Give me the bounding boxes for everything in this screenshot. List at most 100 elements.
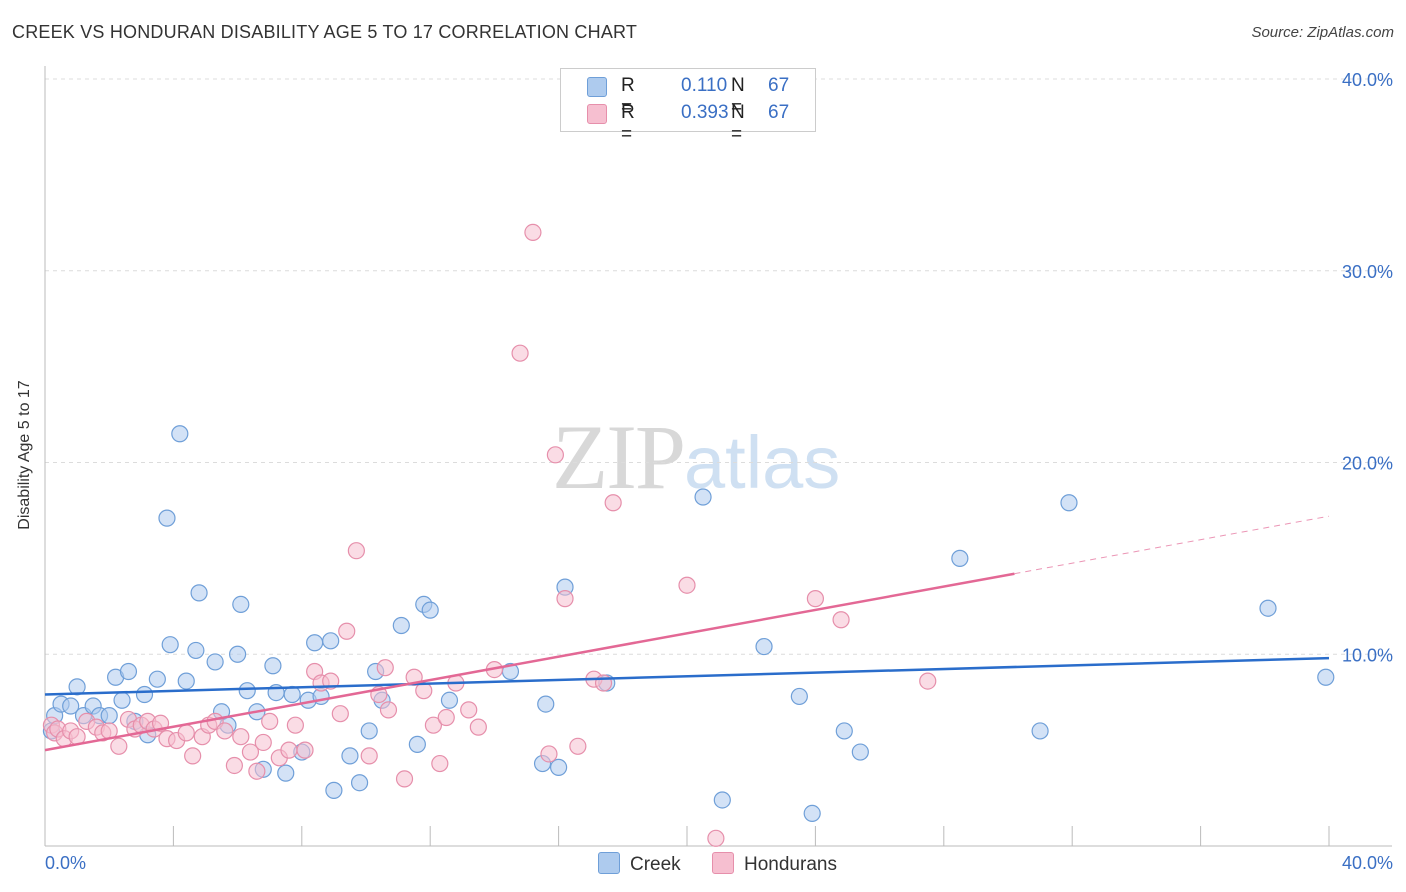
data-point xyxy=(177,724,195,742)
data-point xyxy=(238,682,256,700)
data-point xyxy=(277,764,295,782)
data-point xyxy=(511,344,529,362)
data-point xyxy=(110,737,128,755)
y-tick-label: 30.0% xyxy=(1342,262,1393,282)
data-point xyxy=(232,595,250,613)
data-point xyxy=(254,733,272,752)
data-point xyxy=(469,718,487,736)
data-point xyxy=(232,728,250,746)
data-point xyxy=(424,716,443,734)
data-point xyxy=(119,662,138,681)
data-point xyxy=(851,743,869,761)
x-tick-label: 40.0% xyxy=(1342,853,1393,873)
data-point xyxy=(135,685,154,704)
hondurans-swatch xyxy=(712,852,734,874)
data-point xyxy=(296,741,314,759)
data-point xyxy=(546,446,564,464)
data-point xyxy=(283,685,301,704)
data-point xyxy=(755,637,773,656)
creek-swatch xyxy=(587,77,607,97)
data-point xyxy=(1060,494,1078,512)
data-point xyxy=(549,758,568,776)
y-tick-label: 40.0% xyxy=(1342,70,1393,90)
data-point xyxy=(158,509,176,527)
data-point xyxy=(713,791,731,809)
creek-points xyxy=(42,425,1335,823)
stats-legend: R = 0.110 N = 67 R = 0.393 N = 67 xyxy=(560,68,816,145)
legend-hondurans: Hondurans xyxy=(712,852,837,876)
y-tick-label: 10.0% xyxy=(1342,645,1393,665)
data-point xyxy=(229,645,247,663)
data-point xyxy=(62,697,80,715)
data-point xyxy=(161,636,179,654)
data-point xyxy=(187,641,205,660)
tick-labels: 10.0% 20.0% 30.0% 40.0% 0.0% 40.0% xyxy=(45,70,1393,873)
data-point xyxy=(341,747,359,765)
data-point xyxy=(1031,722,1049,740)
y-axis-label: Disability Age 5 to 17 xyxy=(16,380,33,530)
data-point xyxy=(148,670,166,688)
data-point xyxy=(241,743,260,761)
data-point xyxy=(360,747,378,765)
data-point xyxy=(707,829,725,847)
legend-creek: Creek xyxy=(598,852,681,876)
creek-swatch xyxy=(598,852,620,874)
data-point xyxy=(421,601,439,619)
data-point xyxy=(1317,668,1335,686)
data-point xyxy=(325,781,343,799)
data-point xyxy=(678,576,696,594)
data-point xyxy=(806,590,825,608)
data-point xyxy=(264,657,282,675)
data-point xyxy=(113,691,131,709)
source-label: Source: ZipAtlas.com xyxy=(1251,24,1394,41)
axes xyxy=(44,66,1392,847)
watermark-zip: ZIP xyxy=(552,406,686,508)
x-tick-label: 0.0% xyxy=(45,853,86,873)
data-point xyxy=(919,672,937,690)
data-point xyxy=(322,632,340,650)
hondurans-swatch xyxy=(587,104,607,124)
legend-creek-label: Creek xyxy=(630,854,681,875)
data-point xyxy=(835,722,853,740)
r-label: R = xyxy=(621,75,635,118)
data-point xyxy=(395,770,414,788)
honduran-points xyxy=(42,223,937,847)
data-point xyxy=(331,705,349,723)
n-label: N = xyxy=(731,102,745,145)
data-point xyxy=(832,611,850,629)
data-point xyxy=(379,701,398,719)
chart-title: CREEK VS HONDURAN DISABILITY AGE 5 TO 17… xyxy=(12,22,638,42)
legend-hondurans-label: Hondurans xyxy=(744,854,837,875)
data-point xyxy=(569,737,587,755)
data-point xyxy=(248,762,266,780)
data-point xyxy=(206,653,224,671)
r-value: 0.393 xyxy=(681,102,729,123)
data-point xyxy=(171,425,189,443)
data-point xyxy=(286,716,304,734)
trend-lines xyxy=(44,515,1330,752)
data-point xyxy=(803,804,821,823)
data-point xyxy=(216,722,234,740)
data-point xyxy=(100,707,118,725)
data-point xyxy=(350,774,369,792)
data-point xyxy=(540,745,558,763)
creek-trend-line xyxy=(44,656,1330,696)
data-point xyxy=(347,542,365,560)
data-point xyxy=(225,756,243,775)
n-label: N = xyxy=(731,75,745,118)
data-point xyxy=(338,622,356,640)
r-label: R = xyxy=(621,102,635,145)
data-point xyxy=(556,590,574,608)
data-point xyxy=(440,691,459,709)
y-tick-label: 20.0% xyxy=(1342,454,1393,474)
r-value: 0.110 xyxy=(681,75,728,96)
data-point xyxy=(694,488,712,506)
y-axis-label-wrap: Disability Age 5 to 17 xyxy=(16,306,34,529)
data-point xyxy=(437,708,455,727)
data-point xyxy=(360,722,378,740)
gridlines xyxy=(45,78,1392,655)
data-point xyxy=(951,549,969,567)
data-point xyxy=(190,584,208,602)
data-point xyxy=(431,754,449,773)
